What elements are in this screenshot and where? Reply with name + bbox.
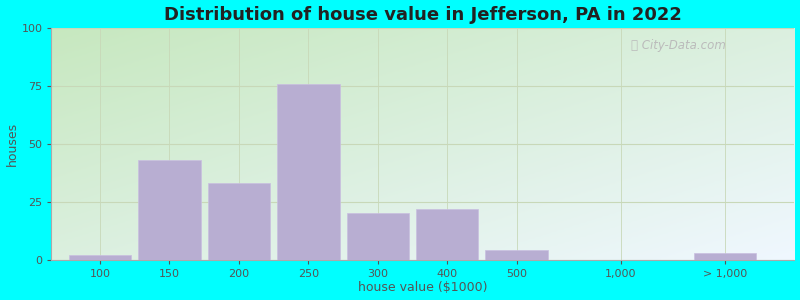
Title: Distribution of house value in Jefferson, PA in 2022: Distribution of house value in Jefferson…: [164, 6, 682, 24]
Bar: [208, 183, 270, 260]
Bar: [69, 255, 131, 260]
Text: Ⓢ City-Data.com: Ⓢ City-Data.com: [631, 40, 726, 52]
Bar: [346, 213, 409, 260]
Bar: [416, 209, 478, 260]
Bar: [277, 83, 339, 260]
Bar: [694, 253, 756, 260]
Bar: [486, 250, 548, 260]
Bar: [138, 160, 201, 260]
X-axis label: house value ($1000): house value ($1000): [358, 281, 488, 294]
Y-axis label: houses: houses: [6, 122, 18, 166]
